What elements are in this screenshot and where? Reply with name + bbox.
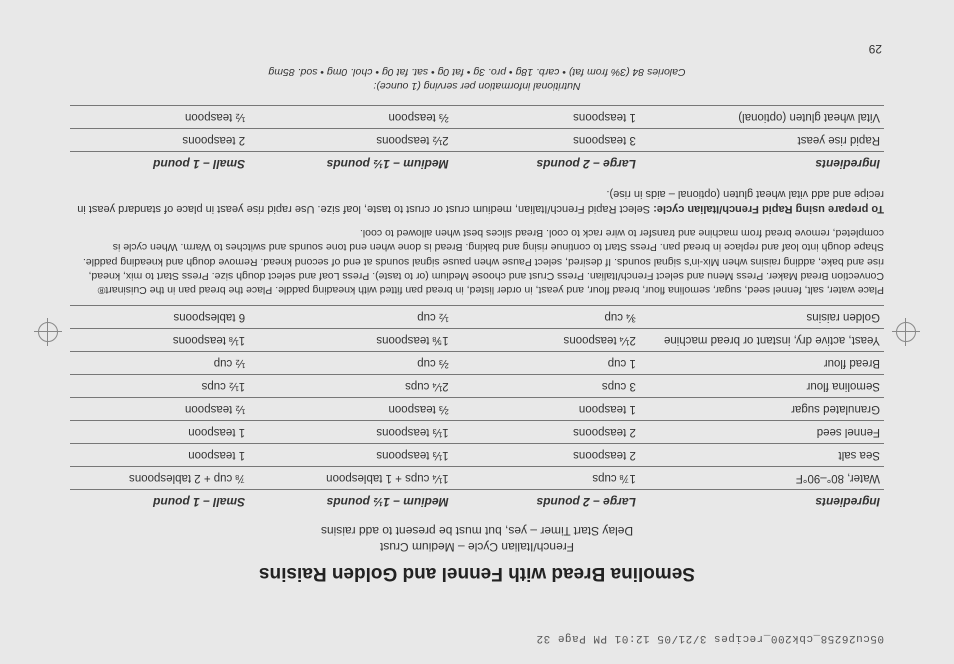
- header-large-2: Large – 2 pounds: [453, 152, 640, 177]
- header-small-2: Small – 1 pound: [70, 152, 249, 177]
- cycle-line: French/Italian Cycle – Medium Crust: [70, 540, 884, 554]
- timer-line: Delay Start Timer – yes, but must be pre…: [70, 524, 884, 538]
- table-row: Semolina flour3 cups2¼ cups1½ cups: [70, 375, 884, 398]
- header-medium: Medium – 1½ pounds: [249, 490, 453, 515]
- registration-mark-right: [38, 322, 58, 342]
- ingredients-table-rapid: Ingredients Large – 2 pounds Medium – 1½…: [70, 105, 884, 176]
- ingredients-table-main: Ingredients Large – 2 pounds Medium – 1½…: [70, 305, 884, 514]
- table-row: Fennel seed2 teaspoons1⅓ teaspoons1 teas…: [70, 421, 884, 444]
- page-number: 29: [869, 42, 882, 56]
- table-row: Rapid rise yeast3 teaspoons2½ teaspoons2…: [70, 129, 884, 152]
- header-small: Small – 1 pound: [70, 490, 249, 515]
- table-row: Vital wheat gluten (optional)1 teaspoons…: [70, 106, 884, 129]
- recipe-content: Semolina Bread with Fennel and Golden Ra…: [70, 64, 884, 584]
- table-row: Yeast, active dry, instant or bread mach…: [70, 329, 884, 352]
- table-row: Bread flour1 cup⅔ cup½ cup: [70, 352, 884, 375]
- nutrition-heading: Nutritional information per serving (1 o…: [70, 79, 884, 94]
- table-row: Granulated sugar1 teaspoon⅔ teaspoon½ te…: [70, 398, 884, 421]
- header-ingredients: Ingredients: [640, 490, 884, 515]
- table-bottom-rule: [70, 305, 884, 306]
- header-ingredients-2: Ingredients: [640, 152, 884, 177]
- nutrition-block: Nutritional information per serving (1 o…: [70, 64, 884, 93]
- nutrition-values: Calories 84 (3% from fat) • carb. 18g • …: [70, 64, 884, 79]
- table-row: Water, 80°–90°F1⅞ cups1¼ cups + 1 tables…: [70, 467, 884, 490]
- instructions-paragraph: Place water, salt, fennel seed, sugar, s…: [70, 226, 884, 297]
- table-bottom-rule: [70, 105, 884, 106]
- recipe-title: Semolina Bread with Fennel and Golden Ra…: [70, 562, 884, 584]
- table-row: Golden raisins¾ cup½ cup6 tablespoons: [70, 306, 884, 329]
- print-footer: 05cu26258_cbk200_recipes 3/21/05 12:01 P…: [536, 632, 884, 644]
- prepare-label: To prepare using Rapid French/Italian cy…: [653, 203, 884, 215]
- table-row: Sea salt2 teaspoons1⅓ teaspoons1 teaspoo…: [70, 444, 884, 467]
- header-medium-2: Medium – 1½ pounds: [249, 152, 453, 177]
- rapid-cycle-prepare: To prepare using Rapid French/Italian cy…: [70, 186, 884, 216]
- header-large: Large – 2 pounds: [453, 490, 640, 515]
- registration-mark-left: [896, 322, 916, 342]
